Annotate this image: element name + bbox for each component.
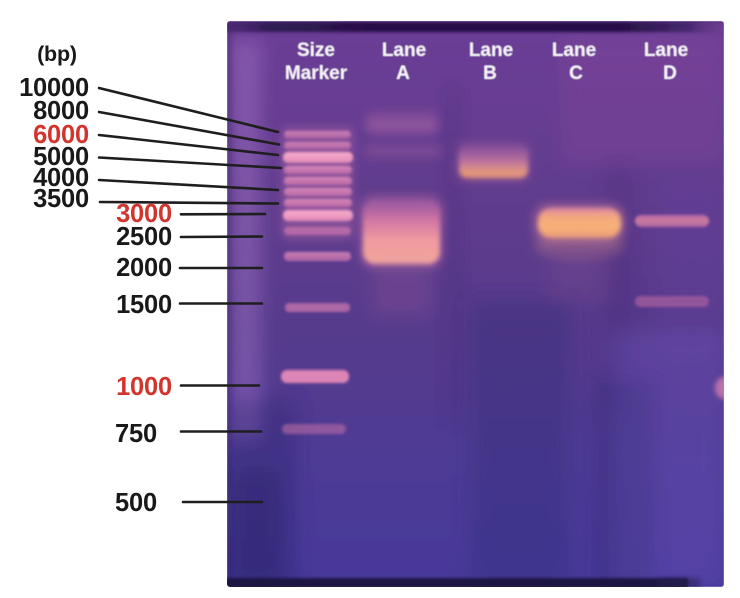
svg-text:1000: 1000 <box>116 373 172 401</box>
svg-text:3000: 3000 <box>116 200 172 228</box>
svg-text:1500: 1500 <box>116 291 172 319</box>
svg-text:8000: 8000 <box>33 97 89 125</box>
svg-text:500: 500 <box>115 489 157 517</box>
svg-text:4000: 4000 <box>33 164 89 192</box>
svg-text:Lane: Lane <box>469 40 513 61</box>
svg-text:C: C <box>569 63 583 84</box>
svg-text:Lane: Lane <box>552 40 596 61</box>
svg-text:6000: 6000 <box>33 121 89 149</box>
svg-text:Lane: Lane <box>382 40 426 61</box>
svg-text:Size: Size <box>297 40 335 61</box>
svg-text:2500: 2500 <box>116 223 172 251</box>
svg-text:750: 750 <box>115 420 157 448</box>
svg-text:5000: 5000 <box>33 143 89 171</box>
svg-text:10000: 10000 <box>19 74 89 102</box>
svg-text:Marker: Marker <box>285 63 348 84</box>
svg-text:D: D <box>663 63 677 84</box>
svg-text:2000: 2000 <box>116 254 172 282</box>
svg-text:A: A <box>396 63 410 84</box>
svg-text:3500: 3500 <box>33 185 89 213</box>
svg-text:(bp): (bp) <box>37 42 77 66</box>
svg-text:Lane: Lane <box>644 40 688 61</box>
svg-text:B: B <box>483 63 497 84</box>
